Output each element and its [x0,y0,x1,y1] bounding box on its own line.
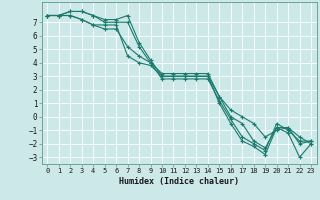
X-axis label: Humidex (Indice chaleur): Humidex (Indice chaleur) [119,177,239,186]
